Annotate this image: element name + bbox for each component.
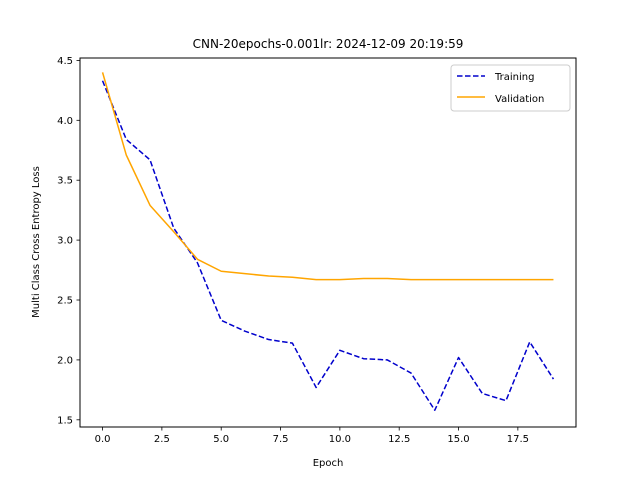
x-tick-label: 2.5 <box>154 434 170 445</box>
legend: Training Validation <box>450 64 571 112</box>
chart-title: CNN-20epochs-0.001lr: 2024-12-09 20:19:5… <box>193 37 464 51</box>
legend-label-training: Training <box>494 72 534 83</box>
y-axis-label: Multi Class Cross Entropy Loss <box>31 166 42 318</box>
series-layer <box>101 72 555 411</box>
y-tick-label: 3.5 <box>57 176 73 187</box>
x-tick-label: 0.0 <box>95 434 111 445</box>
series-line-validation <box>101 72 554 281</box>
series-line-training <box>101 80 555 411</box>
legend-label-validation: Validation <box>495 94 544 105</box>
x-tick-label: 15.0 <box>447 434 469 445</box>
legend-box <box>450 64 571 112</box>
x-axis: 0.0 2.5 5.0 7.5 10.0 12.5 15.0 17.5 <box>95 427 529 445</box>
y-tick-label: 3.0 <box>57 236 73 247</box>
y-tick-label: 2.0 <box>57 355 73 366</box>
plot-frame <box>79 57 577 428</box>
x-axis-label: Epoch <box>313 458 344 469</box>
y-tick-label: 1.5 <box>57 415 73 426</box>
y-tick-label: 4.0 <box>57 116 73 127</box>
x-tick-label: 12.5 <box>388 434 410 445</box>
x-tick-label: 5.0 <box>213 434 229 445</box>
x-tick-label: 17.5 <box>507 434 529 445</box>
x-tick-label: 7.5 <box>273 434 289 445</box>
x-tick-label: 10.0 <box>329 434 351 445</box>
y-axis: 1.5 2.0 2.5 3.0 3.5 4.0 4.5 <box>57 56 80 426</box>
y-tick-label: 2.5 <box>57 296 73 307</box>
y-tick-label: 4.5 <box>57 56 73 67</box>
